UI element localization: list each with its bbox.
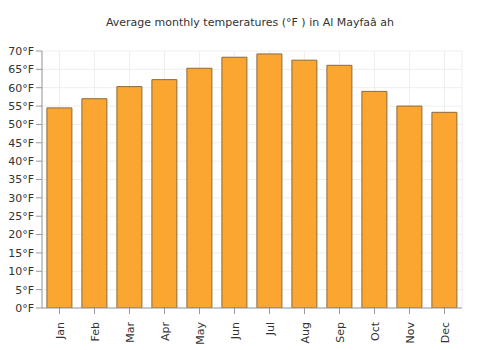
- svg-text:Dec: Dec: [439, 322, 452, 343]
- svg-text:Nov: Nov: [404, 322, 417, 344]
- svg-text:45°F: 45°F: [8, 137, 34, 150]
- svg-text:May: May: [194, 322, 207, 345]
- svg-text:50°F: 50°F: [8, 118, 34, 131]
- svg-text:Mar: Mar: [124, 322, 137, 343]
- svg-text:15°F: 15°F: [8, 247, 34, 260]
- svg-text:Jan: Jan: [54, 322, 67, 340]
- svg-text:5°F: 5°F: [15, 284, 34, 297]
- svg-text:Aug: Aug: [299, 322, 312, 343]
- svg-text:30°F: 30°F: [8, 192, 34, 205]
- svg-text:70°F: 70°F: [8, 45, 34, 58]
- svg-text:Feb: Feb: [89, 322, 102, 341]
- svg-text:20°F: 20°F: [8, 228, 34, 241]
- svg-text:Sep: Sep: [334, 322, 347, 343]
- svg-text:35°F: 35°F: [8, 173, 34, 186]
- svg-text:10°F: 10°F: [8, 265, 34, 278]
- svg-text:Jul: Jul: [264, 322, 277, 336]
- svg-text:25°F: 25°F: [8, 210, 34, 223]
- svg-text:55°F: 55°F: [8, 100, 34, 113]
- svg-text:Apr: Apr: [159, 322, 172, 342]
- svg-text:60°F: 60°F: [8, 82, 34, 95]
- html-text:Average monthly temperatures (: Average monthly temperatures (°F ) in Al…: [105, 16, 395, 29]
- svg-text:65°F: 65°F: [8, 63, 34, 76]
- svg-text:Oct: Oct: [369, 321, 382, 341]
- svg-text:0°F: 0°F: [15, 302, 34, 315]
- svg-text:Jun: Jun: [229, 322, 242, 340]
- svg-text:40°F: 40°F: [8, 155, 34, 168]
